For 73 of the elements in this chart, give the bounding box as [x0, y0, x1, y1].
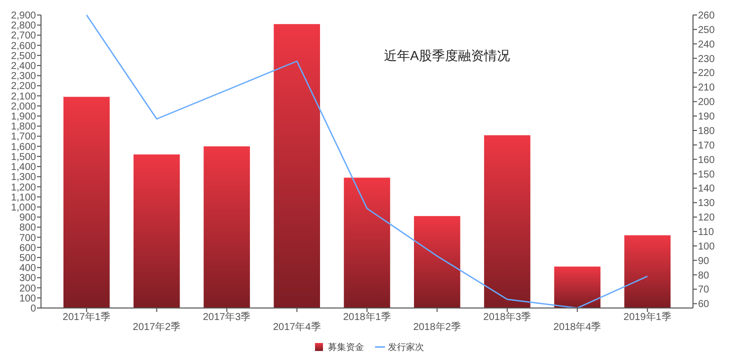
y-tick-label: 2,300: [10, 71, 36, 82]
y2-tick-label: 120: [698, 212, 716, 224]
x-tick-label: 2018年1季: [343, 311, 391, 323]
y-tick-label: 2,900: [10, 10, 36, 22]
y-tick-label: 600: [19, 242, 36, 254]
legend-label: 募集资金: [328, 342, 364, 352]
bar: [274, 24, 320, 308]
y2-tick-label: 190: [698, 112, 716, 123]
y-tick-label: 1,700: [10, 132, 36, 143]
x-tick-label: 2018年2季: [413, 321, 462, 333]
y-tick-label: 1,800: [10, 122, 36, 133]
legend-label: 发行家次: [388, 342, 424, 352]
x-tick-label: 2017年3季: [202, 311, 251, 323]
bar: [414, 216, 460, 308]
y2-tick-label: 110: [698, 227, 714, 238]
y2-tick-label: 90: [698, 256, 710, 267]
x-tick-label: 2018年4季: [553, 321, 602, 333]
y-tick-label: 2,100: [10, 91, 36, 102]
y2-tick-label: 180: [698, 126, 716, 137]
bar: [554, 266, 600, 308]
y-tick-label: 200: [19, 283, 36, 294]
y-tick-label: 2,800: [10, 20, 36, 32]
line-series: [86, 14, 648, 309]
y2-tick-label: 150: [698, 169, 716, 180]
x-tick-label: 2017年2季: [132, 321, 181, 333]
y-tick-label: 1,900: [10, 112, 36, 123]
y-tick-label: 100: [19, 293, 36, 304]
y2-tick-label: 140: [698, 184, 716, 195]
x-tick-label: 2018年3季: [483, 311, 532, 323]
y2-tick-label: 220: [698, 68, 716, 80]
x-tick-label: 2019年1季: [624, 311, 672, 323]
y2-tick-label: 210: [698, 82, 716, 94]
y-tick-label: 1,200: [10, 182, 36, 194]
y-tick-label: 0: [30, 304, 36, 314]
x-tick-label: 2017年1季: [62, 311, 110, 323]
x-tick-label: 2017年4季: [272, 321, 321, 333]
y2-tick-label: 160: [698, 154, 716, 166]
y-tick-label: 800: [19, 222, 36, 234]
y2-tick-label: 240: [698, 39, 716, 50]
y-tick-label: 400: [19, 263, 36, 274]
y-tick-label: 2,500: [10, 50, 36, 62]
y-tick-label: 2,600: [10, 40, 36, 52]
y2-tick-label: 70: [698, 284, 710, 296]
y2-tick-label: 230: [698, 54, 716, 65]
y-tick-label: 2,000: [10, 101, 36, 112]
bar: [624, 235, 671, 308]
y2-tick-label: 130: [698, 198, 716, 210]
bar: [134, 154, 180, 308]
y2-tick-label: 170: [698, 140, 716, 152]
bar: [344, 178, 390, 308]
y-tick-label: 1,600: [10, 142, 36, 153]
y-tick-label: 1,000: [10, 202, 36, 214]
y-tick-label: 900: [19, 212, 36, 224]
y-tick-label: 1,400: [10, 162, 36, 174]
y-tick-label: 2,200: [10, 81, 36, 92]
text: 近年A股季度融资情况: [384, 48, 510, 63]
y2-tick-label: 60: [698, 299, 710, 310]
y-tick-label: 1,300: [10, 172, 36, 184]
y-tick-label: 2,700: [10, 30, 36, 42]
y-tick-label: 1,100: [10, 192, 36, 204]
y-tick-label: 2,400: [10, 61, 36, 72]
y2-tick-label: 100: [698, 241, 716, 252]
y2-tick-label: 260: [698, 10, 716, 22]
y2-tick-label: 250: [698, 24, 716, 36]
y-tick-label: 500: [19, 252, 36, 264]
bar: [204, 146, 250, 308]
y2-tick-label: 80: [698, 270, 710, 282]
y-tick-label: 1,500: [10, 152, 36, 163]
bar: [63, 96, 110, 308]
y2-tick-label: 200: [698, 97, 716, 108]
y-tick-label: 300: [19, 273, 36, 284]
y-tick-label: 700: [19, 232, 36, 244]
bar: [484, 135, 530, 308]
